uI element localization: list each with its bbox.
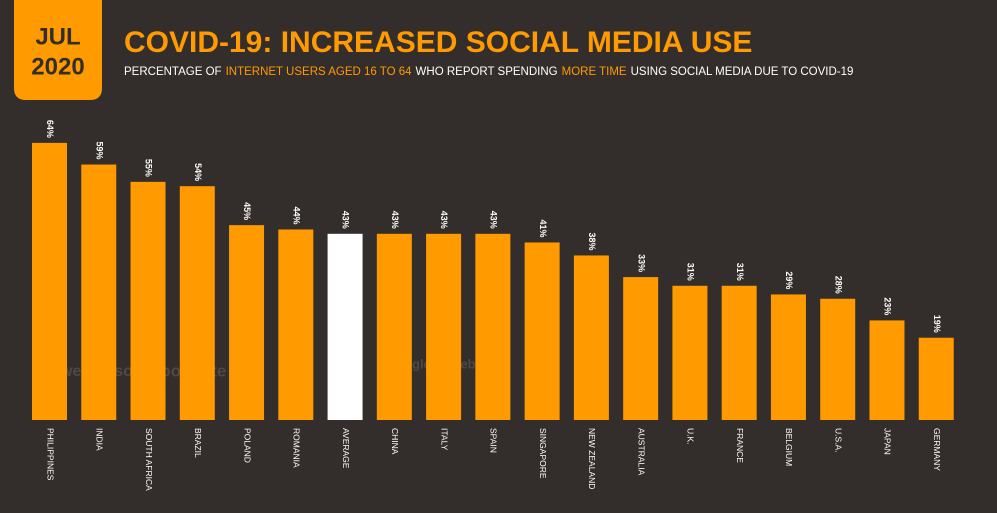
bar: [524, 242, 560, 420]
bar: [869, 320, 905, 420]
x-tick-label: AVERAGE: [341, 428, 351, 469]
x-tick-label: AUSTRALIA: [636, 428, 646, 476]
bar: [918, 337, 954, 420]
bar: [278, 229, 314, 420]
bar: [426, 233, 462, 420]
subtitle-part: MORE TIME: [562, 66, 627, 78]
value-label: 31%: [686, 263, 696, 281]
x-tick-label: SPAIN: [489, 428, 499, 453]
subtitle-part: WHO REPORT SPENDING: [416, 66, 558, 78]
x-tick-label: SINGAPORE: [538, 428, 548, 479]
x-tick-label: U.S.A.: [833, 428, 843, 453]
x-tick-label: JAPAN: [883, 428, 893, 455]
bar: [770, 294, 806, 420]
bar: [130, 181, 166, 420]
bar: [81, 164, 117, 420]
x-tick-label: U.K.: [686, 428, 696, 445]
bar: [327, 233, 363, 420]
value-label: 43%: [341, 211, 351, 229]
x-tick-label: SOUTH AFRICA: [144, 428, 154, 491]
value-label: 64%: [45, 120, 55, 138]
bar: [475, 233, 511, 420]
value-label: 59%: [94, 142, 104, 160]
x-tick-label: FRANCE: [735, 428, 745, 463]
bar: [573, 255, 609, 420]
x-tick-label: PHILIPPINES: [45, 428, 55, 481]
value-label: 54%: [193, 163, 203, 181]
value-label: 31%: [735, 263, 745, 281]
x-tick-label: INDIA: [95, 428, 105, 451]
bar: [820, 298, 856, 420]
value-label: 43%: [488, 211, 498, 229]
x-tick-label: GERMANY: [932, 428, 942, 471]
value-label: 33%: [636, 254, 646, 272]
bar: [721, 285, 757, 420]
x-tick-label: NEW ZEALAND: [587, 428, 597, 489]
bar: [179, 186, 215, 420]
x-tick-label: BRAZIL: [193, 428, 203, 458]
subtitle-part: PERCENTAGE OF: [124, 66, 222, 78]
badge-year: 2020: [31, 53, 84, 80]
x-tick-label: ROMANIA: [292, 428, 302, 468]
x-tick-label: POLAND: [242, 428, 252, 463]
value-label: 43%: [390, 211, 400, 229]
bar: [32, 142, 67, 420]
value-label: 19%: [932, 315, 942, 333]
value-label: 23%: [883, 297, 893, 315]
bar: [623, 277, 659, 420]
bar: [376, 233, 412, 420]
x-tick-label: CHINA: [390, 428, 400, 455]
value-label: 43%: [439, 211, 449, 229]
bar: [672, 285, 708, 420]
badge-month: JUL: [35, 23, 80, 50]
chart-title: COVID-19: INCREASED SOCIAL MEDIA USE: [124, 26, 752, 59]
x-tick-label: BELGIUM: [784, 428, 794, 466]
x-tick-label: ITALY: [439, 428, 449, 451]
value-label: 44%: [291, 206, 301, 224]
subtitle-part: INTERNET USERS AGED 16 TO 64: [226, 66, 413, 78]
value-label: 41%: [538, 219, 548, 237]
value-label: 29%: [784, 271, 794, 289]
chart-subtitle: PERCENTAGE OF INTERNET USERS AGED 16 TO 6…: [124, 66, 853, 78]
value-label: 45%: [242, 202, 252, 220]
badge: [14, 0, 102, 100]
value-label: 28%: [833, 276, 843, 294]
bar: [229, 225, 265, 420]
value-label: 55%: [144, 159, 154, 177]
value-label: 38%: [587, 232, 597, 250]
subtitle-part: USING SOCIAL MEDIA DUE TO COVID-19: [631, 66, 854, 78]
